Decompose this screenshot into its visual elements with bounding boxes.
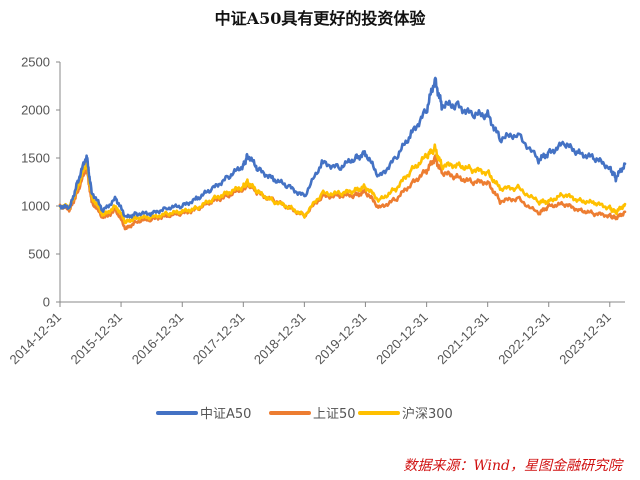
series-line-sz50 (58, 154, 627, 231)
x-tick-label: 2014-12-31 (6, 310, 64, 368)
x-tick-label: 2023-12-31 (556, 310, 614, 368)
x-tick-label: 2018-12-31 (251, 310, 309, 368)
y-tick-label: 0 (43, 295, 50, 310)
y-tick-label: 2500 (21, 55, 50, 70)
y-tick-label: 1500 (21, 151, 50, 166)
y-tick-label: 2000 (21, 103, 50, 118)
y-tick-label: 500 (28, 247, 50, 262)
x-tick-label: 2017-12-31 (190, 310, 248, 368)
chart-series-group (58, 76, 627, 231)
x-tick-label: 2015-12-31 (68, 310, 126, 368)
series-line-hs300 (58, 143, 627, 225)
series-line-a50 (58, 76, 627, 219)
x-tick-label: 2019-12-31 (312, 310, 370, 368)
legend-label-a50: 中证A50 (200, 407, 251, 422)
chart-title: 中证A50具有更好的投资体验 (215, 9, 427, 28)
y-tick-label: 1000 (21, 199, 50, 214)
data-source-note: 数据来源：Wind，星图金融研究院 (403, 458, 624, 474)
x-tick-label: 2016-12-31 (129, 310, 187, 368)
legend-label-hs300: 沪深300 (402, 406, 453, 422)
legend-label-sz50: 上证50 (313, 407, 356, 422)
x-tick-label: 2022-12-31 (495, 310, 553, 368)
x-tick-label: 2021-12-31 (434, 310, 492, 368)
x-tick-label: 2020-12-31 (373, 310, 431, 368)
chart-legend: 中证A50 上证50 沪深300 (156, 406, 453, 422)
